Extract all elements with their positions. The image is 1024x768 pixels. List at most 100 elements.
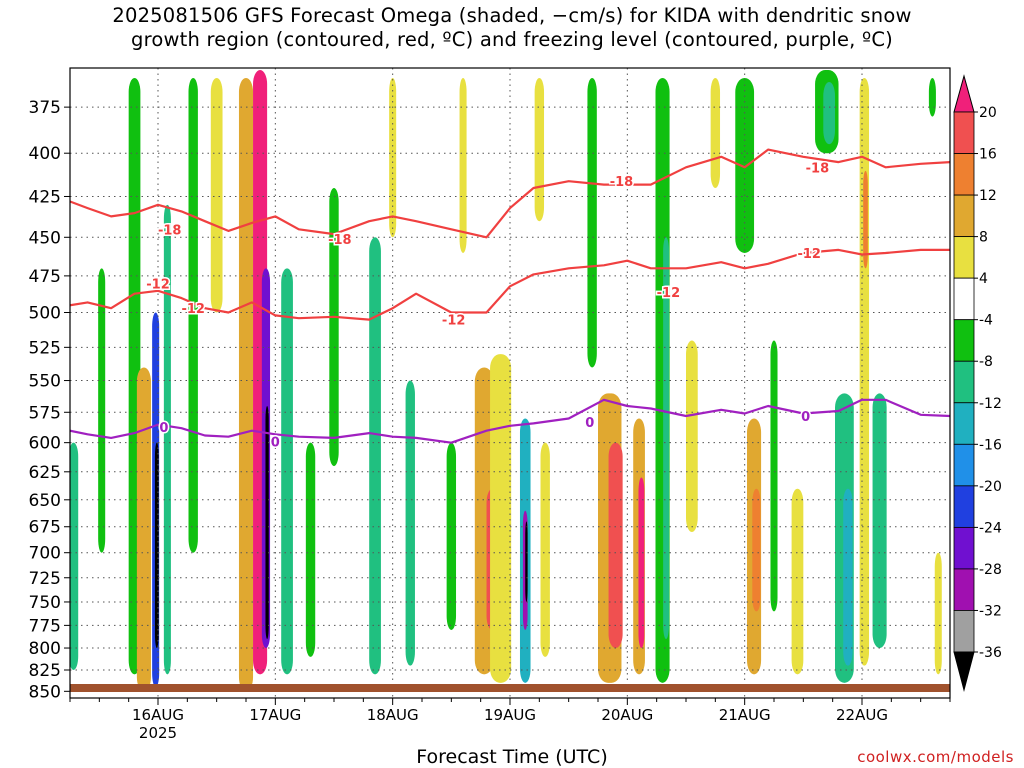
colorbar-bin-7 bbox=[953, 402, 975, 445]
omega-cell-20 bbox=[459, 77, 467, 253]
omega-cell-31 bbox=[608, 442, 623, 649]
pressure-axis: 375 400 425 450 475 500 525 550 575 600 625 650 675 7… bbox=[29, 98, 70, 702]
y-tick-label-6: 525 bbox=[29, 338, 61, 358]
credit-link[interactable]: coolwx.com/models bbox=[857, 748, 1014, 766]
omega-cell-16 bbox=[369, 237, 381, 675]
omega-cell-38 bbox=[735, 77, 755, 253]
colorbar-bin-3 bbox=[953, 236, 975, 279]
y-tick-label-12: 675 bbox=[29, 518, 61, 538]
omega-cell-41 bbox=[770, 340, 778, 612]
omega-cell-18 bbox=[405, 380, 415, 666]
y-tick-label-5: 500 bbox=[29, 304, 61, 324]
contour-label-5: -12 bbox=[181, 302, 205, 317]
omega-cell-6 bbox=[163, 204, 171, 675]
colorbar-label-8: -16 bbox=[979, 437, 1002, 453]
colorbar-bin-6 bbox=[953, 360, 975, 404]
contour-line-dgz-1 bbox=[70, 248, 950, 321]
omega-cell-19 bbox=[446, 442, 457, 630]
omega-cell-50 bbox=[928, 77, 936, 117]
contour-label-8: -12 bbox=[797, 247, 821, 262]
contour-label-1: -18 bbox=[328, 233, 352, 248]
x-tick-label-1: 17AUG bbox=[249, 706, 301, 724]
colorbar-bin-4 bbox=[953, 277, 975, 321]
y-tick-label-16: 775 bbox=[29, 616, 61, 636]
colorbar-label-10: -24 bbox=[979, 520, 1002, 536]
contour-label-4: -12 bbox=[146, 277, 170, 292]
colorbar-label-5: -4 bbox=[979, 313, 993, 329]
contour-label-9: 0 bbox=[159, 421, 168, 436]
title-line-1: 2025081506 GFS Forecast Omega (shaded, −… bbox=[112, 4, 912, 27]
colorbar-bin-8 bbox=[953, 443, 975, 487]
contour-label-0: -18 bbox=[158, 223, 182, 238]
y-tick-label-15: 750 bbox=[29, 593, 61, 613]
omega-cell-46 bbox=[843, 488, 853, 666]
colorbar-label-0: 20 bbox=[979, 105, 997, 121]
omega-cell-49 bbox=[872, 393, 887, 649]
y-tick-label-0: 375 bbox=[29, 98, 61, 118]
omega-cell-5 bbox=[154, 442, 159, 649]
y-tick-label-1: 400 bbox=[29, 144, 61, 164]
omega-cell-48 bbox=[863, 170, 868, 269]
omega-cell-13 bbox=[281, 268, 293, 675]
contour-label-3: -18 bbox=[806, 161, 830, 176]
ground-bar bbox=[70, 684, 950, 692]
contour-label-7: -12 bbox=[657, 286, 681, 301]
colorbar-label-12: -32 bbox=[979, 603, 1002, 619]
omega-cell-15 bbox=[329, 188, 339, 467]
omega-cell-26 bbox=[525, 521, 528, 602]
grid-lines bbox=[70, 68, 950, 698]
omega-cell-42 bbox=[791, 488, 804, 675]
y-tick-label-9: 600 bbox=[29, 434, 61, 454]
y-tick-label-19: 850 bbox=[29, 682, 61, 702]
y-tick-label-3: 450 bbox=[29, 228, 61, 248]
ground-layer bbox=[70, 684, 950, 692]
x-tick-sublabel-0: 2025 bbox=[139, 724, 177, 742]
contour-line-freezing-2 bbox=[70, 398, 950, 444]
y-tick-label-8: 575 bbox=[29, 403, 61, 423]
omega-cell-17 bbox=[389, 77, 397, 238]
y-tick-label-11: 650 bbox=[29, 491, 61, 511]
y-tick-label-10: 625 bbox=[29, 463, 61, 483]
omega-cell-27 bbox=[534, 77, 545, 222]
x-tick-label-4: 20AUG bbox=[601, 706, 653, 724]
contour-label-12: 0 bbox=[801, 410, 810, 425]
y-tick-label-14: 725 bbox=[29, 569, 61, 589]
omega-cell-23 bbox=[490, 354, 512, 683]
omega-shading bbox=[70, 70, 942, 692]
colorbar-bin-12 bbox=[953, 610, 975, 653]
omega-cell-28 bbox=[540, 442, 550, 657]
colorbar-bin-2 bbox=[953, 194, 975, 238]
colorbar-label-4: 4 bbox=[979, 271, 988, 287]
colorbar-label-11: -28 bbox=[979, 562, 1002, 578]
omega-cell-1 bbox=[98, 268, 106, 553]
colorbar-label-9: -20 bbox=[979, 479, 1002, 495]
y-tick-label-18: 825 bbox=[29, 661, 61, 681]
colorbar-label-1: 16 bbox=[979, 147, 997, 163]
colorbar-label-3: 8 bbox=[979, 230, 988, 246]
omega-cell-51 bbox=[934, 552, 942, 675]
contour-label-10: 0 bbox=[271, 435, 280, 450]
x-tick-label-5: 21AUG bbox=[719, 706, 771, 724]
omega-cell-12 bbox=[265, 406, 269, 640]
y-tick-label-7: 550 bbox=[29, 372, 61, 392]
x-tick-label-0: 16AUG bbox=[132, 706, 184, 724]
omega-cell-35 bbox=[663, 237, 669, 640]
colorbar-label-6: -8 bbox=[979, 354, 993, 370]
colorbar-label-2: 12 bbox=[979, 188, 997, 204]
contour-label-6: -12 bbox=[442, 314, 466, 329]
omega-cell-8 bbox=[210, 77, 223, 313]
contour-label-11: 0 bbox=[585, 416, 594, 431]
colorbar-bin-9 bbox=[953, 485, 975, 528]
omega-cell-37 bbox=[710, 77, 721, 189]
omega-cell-3 bbox=[136, 367, 151, 692]
colorbar-bin-1 bbox=[953, 153, 975, 196]
colorbar-bin-11 bbox=[953, 568, 975, 611]
colorbar: 20 16 12 8 4 -4 -8 -12 -16 -20 -24 -28 -32 -36 bbox=[953, 74, 1002, 692]
omega-cell-29 bbox=[587, 77, 597, 368]
omega-cell-9 bbox=[238, 77, 254, 692]
contour-label-2: -18 bbox=[610, 175, 634, 190]
x-axis-title: Forecast Time (UTC) bbox=[416, 746, 608, 768]
colorbar-bin-5 bbox=[953, 319, 975, 362]
colorbar-bottom-arrow bbox=[953, 651, 975, 692]
